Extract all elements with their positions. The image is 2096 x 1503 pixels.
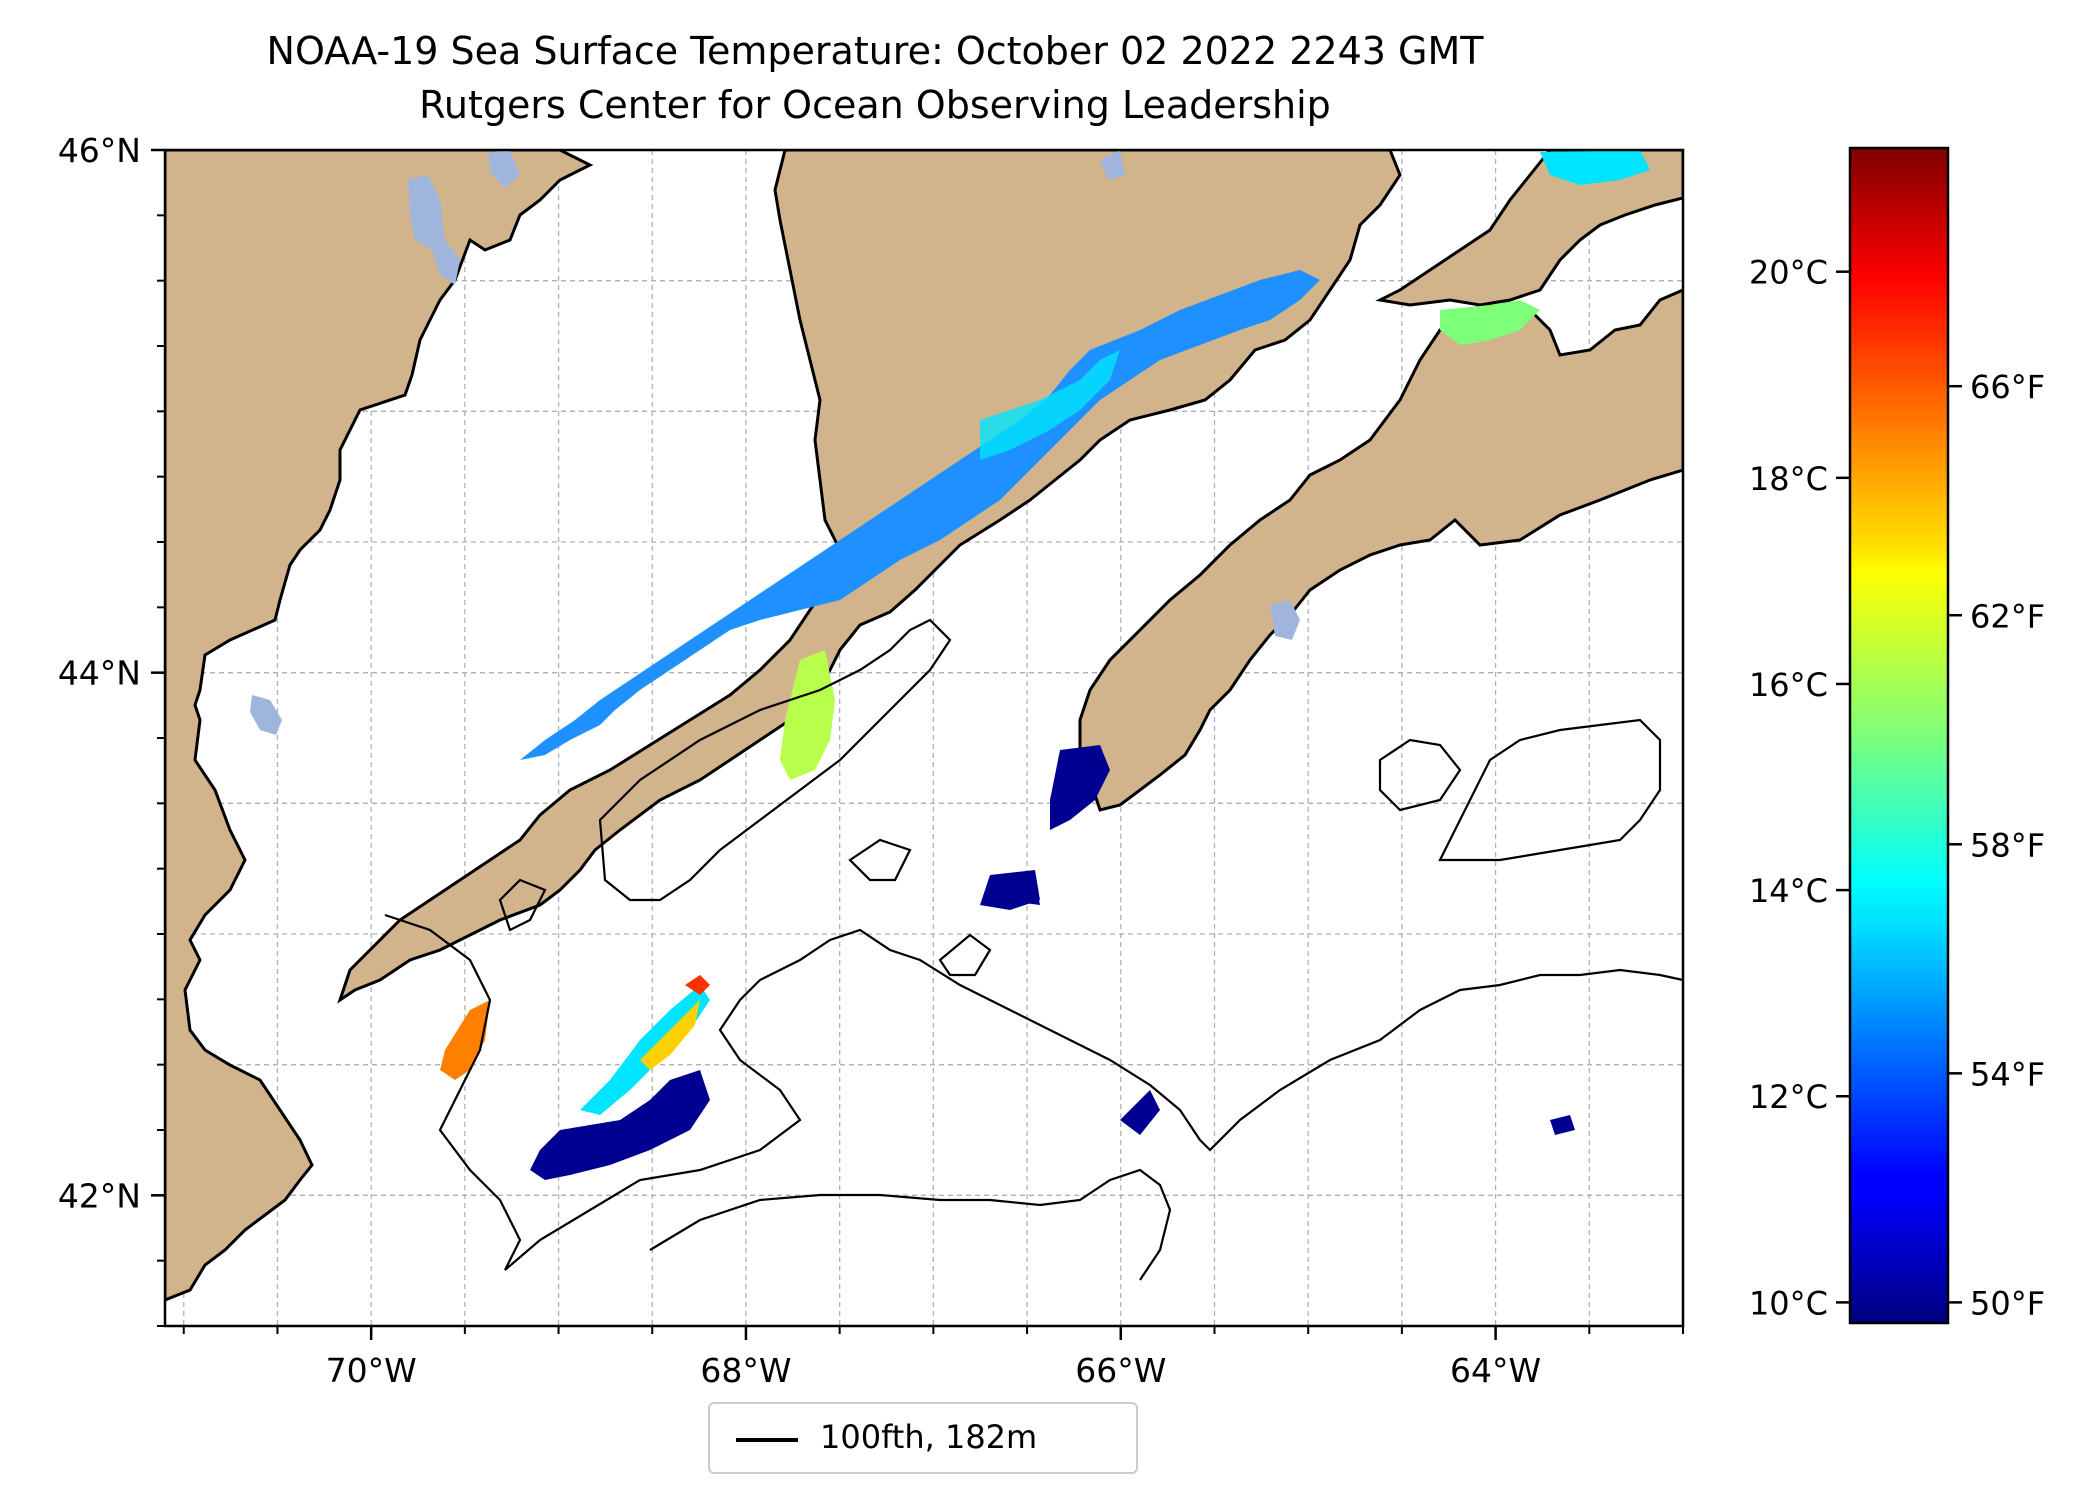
isobath-east-channel bbox=[1438, 718, 1662, 862]
sst-patch-red-spot bbox=[685, 975, 710, 995]
isobath-georges-bank bbox=[384, 913, 1683, 1271]
lon-tick-label: 68°W bbox=[700, 1351, 791, 1390]
colorbar-gradient bbox=[1848, 146, 1950, 1325]
lake-ns bbox=[1270, 600, 1300, 640]
isobath-east-2 bbox=[1378, 738, 1462, 812]
colorbar-celsius-label: 18°C bbox=[1749, 460, 1828, 498]
sst-patch-green-mid bbox=[780, 650, 835, 780]
legend: 100fth, 182m bbox=[708, 1402, 1138, 1474]
lake-moosehead bbox=[408, 175, 460, 285]
sst-patch-south-dark bbox=[530, 1070, 710, 1180]
land-new-england bbox=[165, 150, 594, 1302]
colorbar-fahrenheit-axis: 50°F 54°F 58°F 62°F 66°F bbox=[1948, 368, 2045, 1322]
lat-tick-label: 46°N bbox=[58, 131, 141, 170]
sst-patch-south-yellow bbox=[640, 1000, 700, 1070]
colorbar-celsius-label: 14°C bbox=[1749, 872, 1828, 910]
sst-patch-orange-west bbox=[440, 1000, 490, 1080]
lat-tick-label: 42°N bbox=[58, 1176, 141, 1215]
sst-patch-small-3 bbox=[1120, 1090, 1160, 1135]
lake-sebago bbox=[250, 695, 282, 735]
lakes bbox=[250, 150, 1300, 735]
sst-patch-small-2 bbox=[1550, 1115, 1575, 1135]
longitude-axis: 70°W 68°W 66°W 64°W bbox=[182, 1326, 1684, 1390]
lon-tick-label: 70°W bbox=[326, 1351, 417, 1390]
lake-canada bbox=[1100, 150, 1125, 180]
lat-tick-label: 44°N bbox=[58, 654, 141, 693]
chart-title: NOAA-19 Sea Surface Temperature: October… bbox=[266, 29, 1484, 73]
lon-tick-label: 66°W bbox=[1075, 1351, 1166, 1390]
latitude-axis: 46°N 44°N 42°N bbox=[58, 131, 165, 1327]
chart-subtitle: Rutgers Center for Ocean Observing Leade… bbox=[419, 83, 1331, 127]
isobath-inner-3 bbox=[938, 933, 992, 977]
sst-patch-top-right bbox=[1540, 150, 1650, 185]
lake-grand bbox=[488, 150, 520, 188]
legend-line-swatch bbox=[736, 1438, 798, 1442]
sst-patch-bay-of-fundy bbox=[520, 270, 1320, 760]
land-canada-northeast bbox=[1375, 150, 1683, 307]
colorbar-fahrenheit-label: 58°F bbox=[1970, 826, 2045, 864]
isobath-inner-1 bbox=[498, 878, 547, 932]
colorbar-celsius-label: 20°C bbox=[1749, 254, 1828, 292]
colorbar-fahrenheit-label: 66°F bbox=[1970, 368, 2045, 406]
isobath-gulf-inner bbox=[598, 618, 952, 902]
colorbar-fahrenheit-label: 50°F bbox=[1970, 1284, 2045, 1322]
isobath-south bbox=[649, 1168, 1172, 1281]
sst-patch-cyan bbox=[980, 350, 1120, 460]
colorbar-celsius-label: 12°C bbox=[1749, 1078, 1828, 1116]
sst-patch-small-1 bbox=[1000, 880, 1040, 905]
sst-patch-green-upper bbox=[1440, 300, 1540, 345]
isobath-100fth bbox=[384, 618, 1683, 1281]
colorbar-fahrenheit-label: 54°F bbox=[1970, 1055, 2045, 1093]
colorbar: 10°C 12°C 14°C 16°C 18°C 20°C 50°F 54°F 58°F 62°… bbox=[1749, 146, 2045, 1325]
colorbar-celsius-label: 16°C bbox=[1749, 666, 1828, 704]
sst-patch-dark-east bbox=[1050, 745, 1110, 830]
colorbar-celsius-axis: 10°C 12°C 14°C 16°C 18°C 20°C bbox=[1749, 254, 1850, 1322]
colorbar-celsius-label: 10°C bbox=[1749, 1284, 1828, 1322]
colorbar-fahrenheit-label: 62°F bbox=[1970, 597, 2045, 635]
legend-label: 100fth, 182m bbox=[820, 1418, 1038, 1456]
lon-tick-label: 64°W bbox=[1450, 1351, 1541, 1390]
isobath-inner-2 bbox=[848, 838, 912, 882]
sst-patches bbox=[440, 150, 1650, 1180]
sst-patch-south-cyan bbox=[580, 985, 710, 1115]
